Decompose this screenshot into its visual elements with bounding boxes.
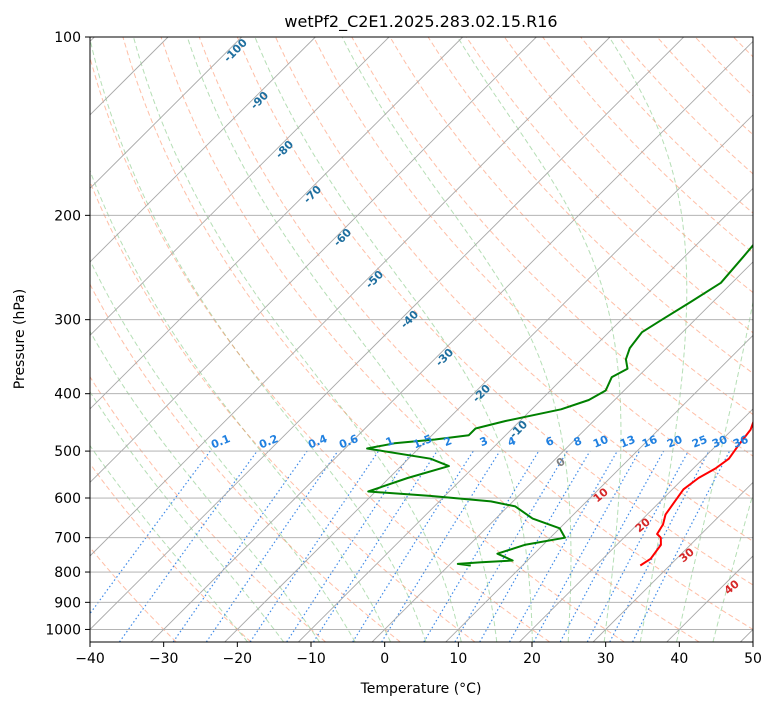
isotherm-line [519, 408, 753, 642]
dry-adiabat-line [198, 37, 753, 630]
mixing-ratio-label: 1 [384, 434, 396, 449]
moist-adiabat-line [608, 37, 688, 642]
y-axis-label: Pressure (hPa) [12, 289, 28, 389]
isotherm-line [90, 37, 390, 337]
isotherm-line [90, 37, 611, 557]
mixing-ratio-label: 2 [442, 434, 454, 449]
y-tick-label: 500 [54, 444, 81, 460]
chart-title: wetPf2_C2E1.2025.283.02.15.R16 [284, 12, 557, 32]
y-tick-label: 600 [54, 491, 81, 507]
moist-adiabat-line [90, 259, 356, 642]
mixing-ratio-line [205, 450, 339, 642]
dry-adiabat-line [122, 37, 625, 642]
dry-adiabat-line [313, 37, 753, 500]
mixing-ratio-line [172, 450, 308, 642]
mixing-ratio-line [533, 450, 640, 642]
mixing-ratio-line [249, 450, 379, 642]
x-tick-label: −40 [75, 651, 105, 667]
dry-adiabat-line [160, 37, 700, 642]
y-tick-label: 900 [54, 595, 81, 611]
x-tick-label: 0 [380, 651, 389, 667]
mixing-ratio-line [312, 450, 438, 642]
x-tick-label: 20 [523, 651, 541, 667]
x-axis: −40 −30 −20 −10 0 10 20 30 40 50 [75, 642, 762, 667]
isotherm-line [592, 481, 753, 642]
x-tick-label: 50 [744, 651, 762, 667]
x-tick-label: −10 [296, 651, 326, 667]
x-tick-label: −30 [149, 651, 179, 667]
mixing-ratio-line [559, 450, 665, 642]
x-tick-label: 10 [449, 651, 467, 667]
mixing-ratio-label: 36 [731, 433, 750, 451]
x-tick-label: −20 [223, 651, 253, 667]
mixing-ratio-line [352, 450, 474, 642]
y-tick-label: 800 [54, 565, 81, 581]
moist-adiabats [90, 37, 753, 642]
y-tick-label: 100 [54, 30, 81, 46]
isotherm-line [90, 37, 537, 484]
mixing-ratio-line [508, 450, 618, 642]
mixing-ratio-line [119, 450, 258, 642]
dry-adiabat-line [90, 55, 550, 642]
moist-adiabat-line [676, 299, 753, 642]
y-tick-label: 400 [54, 387, 81, 403]
mixing-ratio-label: 25 [690, 433, 709, 451]
moist-adiabat-line [133, 37, 462, 642]
dry-adiabat-line [90, 546, 177, 642]
y-tick-label: 200 [54, 208, 81, 224]
dewpoint-profile [366, 243, 753, 567]
plot-frame [89, 36, 754, 643]
moist-adiabat-line [90, 330, 320, 642]
isotherm-line [90, 37, 685, 631]
mixing-ratio-label: 3 [478, 434, 490, 449]
moist-adiabat-line [90, 37, 427, 642]
mixing-ratio-label: 8 [572, 434, 584, 449]
dry-adiabat-line [503, 37, 753, 294]
mixing-ratio-label: 13 [618, 433, 637, 451]
mixing-ratio-label: 16 [640, 433, 659, 451]
isotherm-line [224, 114, 753, 642]
moist-adiabat-line [90, 444, 248, 642]
dry-adiabats [90, 37, 753, 642]
y-tick-label: 1000 [45, 622, 81, 638]
moist-adiabat-line [341, 37, 572, 642]
dry-adiabat-line [90, 180, 476, 642]
moist-adiabat-line [712, 492, 753, 642]
isotherm-line [371, 261, 753, 642]
mixing-ratio-line [286, 450, 413, 642]
dry-adiabat-line [236, 37, 753, 586]
x-tick-label: 30 [597, 651, 615, 667]
isotherm-line [90, 37, 243, 190]
mixing-ratio-line [632, 450, 731, 642]
isotherm-line [150, 40, 753, 642]
y-tick-label: 300 [54, 313, 81, 329]
mixing-ratio-lines [90, 450, 731, 642]
isobar-grid [90, 37, 753, 630]
y-tick-label: 700 [54, 531, 81, 547]
mixing-ratio-label: 10 [591, 433, 610, 451]
moist-adiabat-line [186, 37, 498, 642]
moist-adiabat-line [90, 169, 391, 642]
y-axis: 100 200 300 400 500 600 700 800 900 1000 [45, 30, 90, 638]
profiles [366, 243, 753, 567]
x-tick-label: 40 [670, 651, 688, 667]
dry-adiabat-line [389, 37, 753, 416]
mixing-ratio-label: 30 [710, 433, 729, 451]
dry-adiabat-line [90, 375, 326, 642]
x-axis-label: Temperature (°C) [360, 681, 482, 697]
dry-adiabat-line [427, 37, 753, 374]
mixing-ratio-label: 20 [665, 433, 684, 451]
isotherm-line [90, 37, 316, 263]
mixing-ratio-line [381, 450, 501, 642]
moist-adiabat-line [254, 37, 533, 642]
dry-adiabat-line [90, 462, 252, 642]
temperature-profile [639, 396, 753, 567]
isotherm-line [90, 37, 464, 410]
isotherm-line [298, 187, 753, 642]
mixing-ratio-line [90, 450, 211, 615]
